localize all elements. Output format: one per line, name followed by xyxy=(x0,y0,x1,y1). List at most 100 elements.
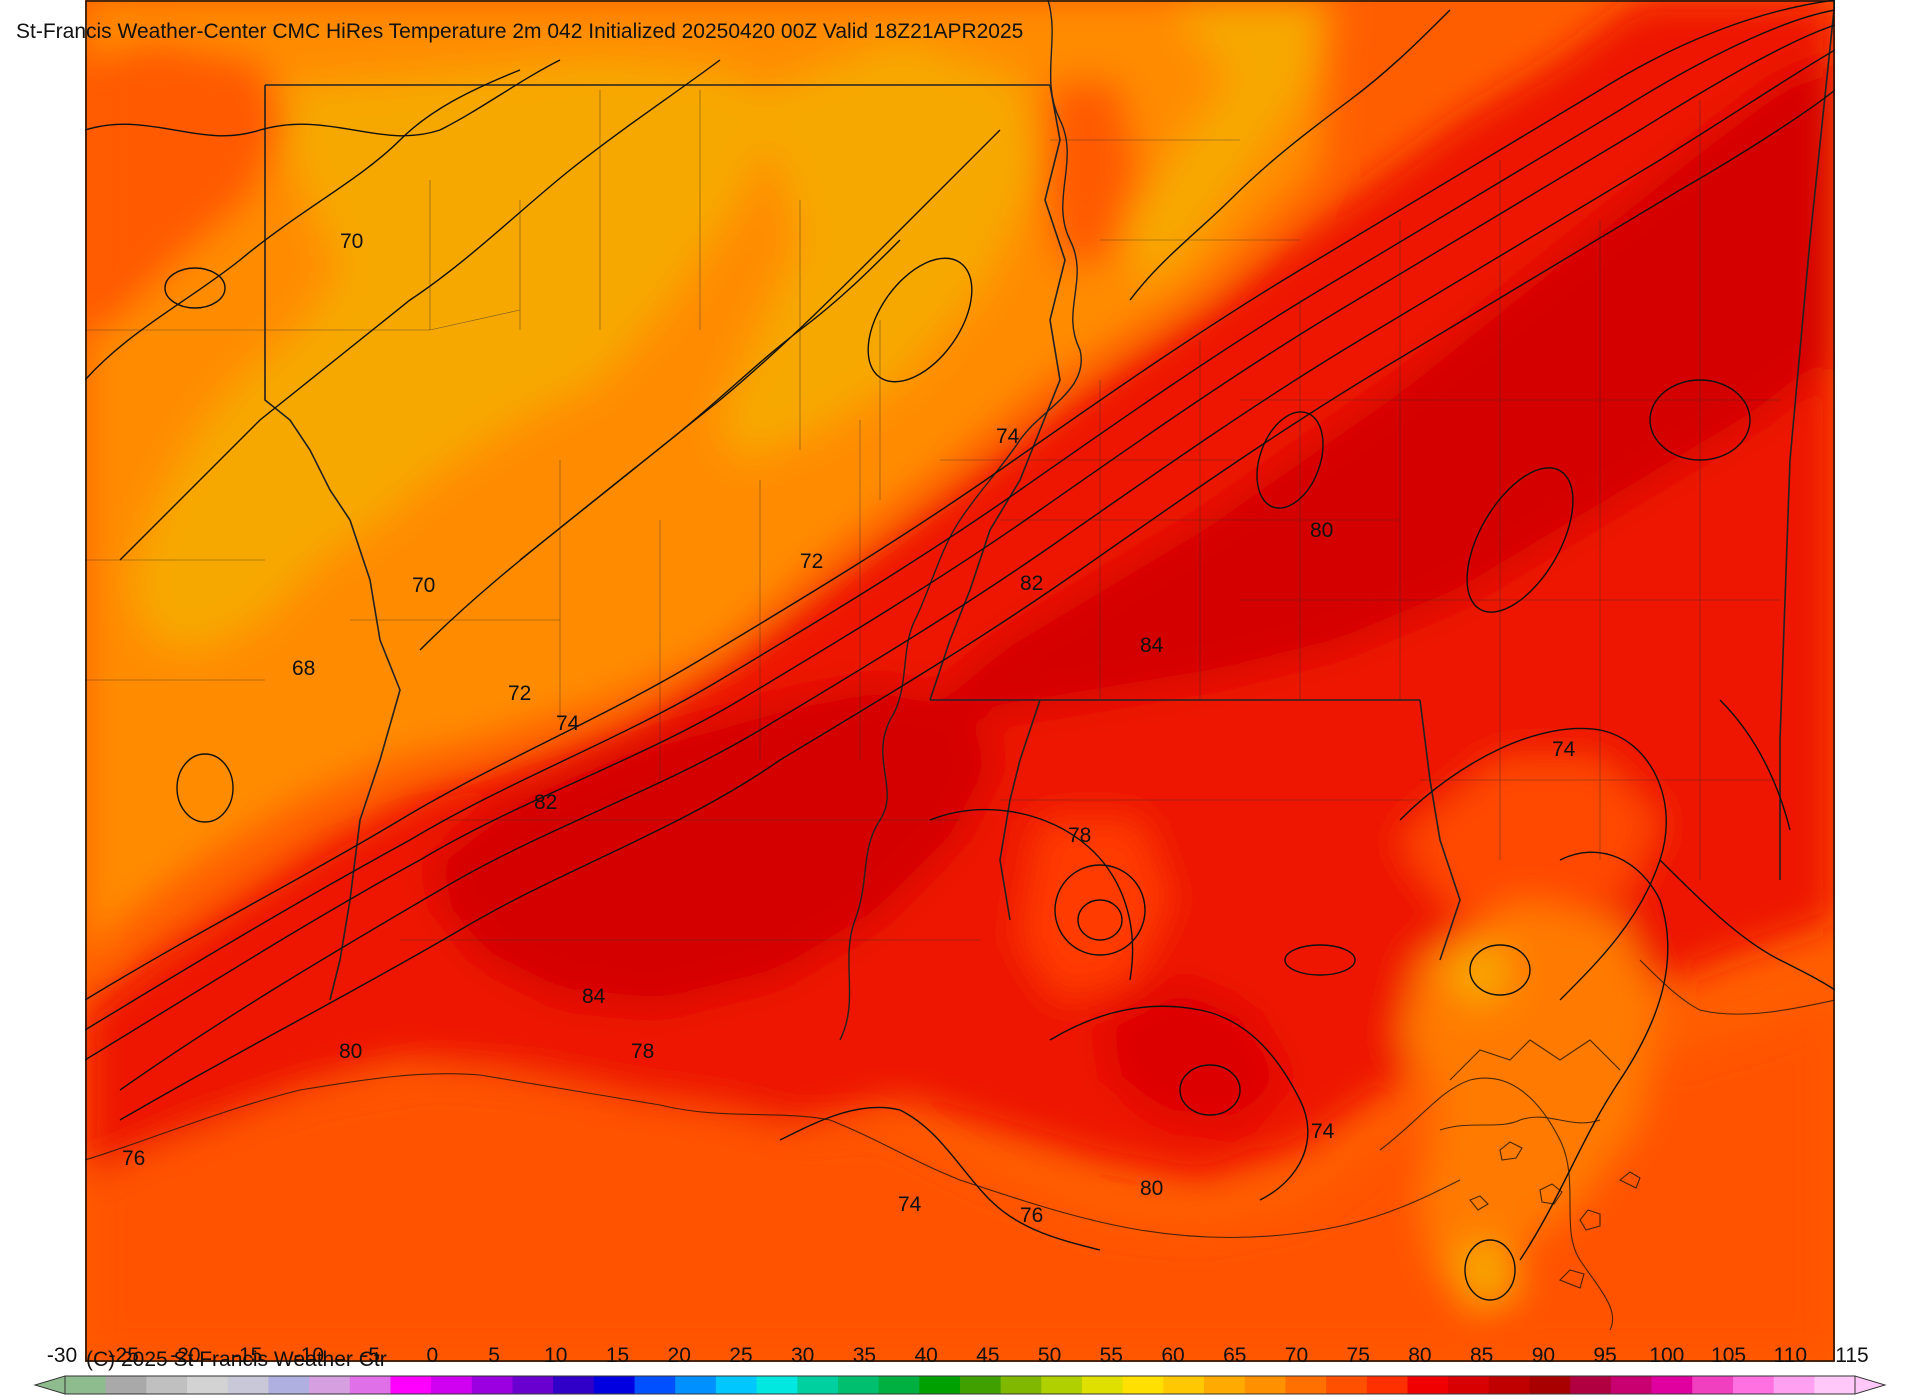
colorbar-cell xyxy=(1366,1376,1408,1394)
colorbar-tick-label: 30 xyxy=(791,1344,815,1367)
colorbar-tick-label: 45 xyxy=(976,1344,1000,1367)
colorbar-cell xyxy=(1732,1376,1775,1394)
contour-label: 82 xyxy=(1020,572,1043,595)
map-title: St-Francis Weather-Center CMC HiRes Temp… xyxy=(16,20,1024,43)
colorbar-cell xyxy=(512,1376,554,1394)
colorbar-cell xyxy=(1814,1376,1856,1394)
colorbar-cell xyxy=(1570,1376,1612,1394)
colorbar-cell xyxy=(1488,1376,1531,1394)
colorbar-tick-label: 105 xyxy=(1711,1344,1747,1367)
colorbar-tick-label: 100 xyxy=(1649,1344,1685,1367)
colorbar-cell xyxy=(1407,1376,1449,1394)
colorbar-cell xyxy=(837,1376,880,1394)
colorbar-cell xyxy=(1529,1376,1571,1394)
colorbar-tick-label: -20 xyxy=(170,1344,201,1367)
colorbar-tick-label: -30 xyxy=(46,1344,78,1367)
colorbar-tick-label: -5 xyxy=(361,1344,380,1367)
contour-label: 82 xyxy=(534,791,557,814)
temp-band-yellow xyxy=(130,60,780,650)
coastline xyxy=(85,959,1835,1331)
temperature-map[interactable]: 70 70 68 72 74 82 72 74 82 84 80 84 78 8… xyxy=(85,0,1835,1362)
colorbar-cell xyxy=(1773,1376,1815,1394)
colorbar-cell xyxy=(309,1376,351,1394)
contour-label: 74 xyxy=(556,712,580,735)
contour-label: 70 xyxy=(412,574,435,597)
colorbar-cell xyxy=(1204,1376,1246,1394)
colorbar-cell xyxy=(593,1376,636,1394)
state-borders xyxy=(264,0,1835,1001)
contour-label: 76 xyxy=(122,1147,145,1170)
colorbar-tick-label: 35 xyxy=(852,1344,877,1367)
isotherm-contours xyxy=(85,0,1835,1301)
contour-label: 78 xyxy=(631,1040,654,1063)
colorbar-cell xyxy=(1082,1376,1124,1394)
colorbar-cell xyxy=(227,1376,269,1394)
colorbar-cell xyxy=(65,1376,107,1394)
colorbar-tick-label: 20 xyxy=(667,1344,691,1367)
colorbar-cell xyxy=(1000,1376,1042,1394)
contour-label: 80 xyxy=(1140,1177,1163,1200)
colorbar-cell xyxy=(756,1376,798,1394)
colorbar-cell xyxy=(960,1376,1002,1394)
colorbar-cell xyxy=(431,1376,473,1394)
colorbar-cell xyxy=(349,1376,391,1394)
colorbar-cell xyxy=(390,1376,432,1394)
colorbar-cell xyxy=(146,1376,188,1394)
colorbar-tick-label: 50 xyxy=(1037,1344,1062,1367)
colorbar-cell xyxy=(1651,1376,1693,1394)
colorbar-max-arrow xyxy=(1854,1375,1887,1395)
colorbar-tick-label: 55 xyxy=(1099,1344,1123,1367)
colorbar-tick-label: 90 xyxy=(1531,1344,1556,1367)
contour-label: 74 xyxy=(1311,1120,1335,1143)
colorbar-cell xyxy=(105,1376,147,1394)
colorbar-tick-label: 60 xyxy=(1161,1344,1185,1367)
colorbar-tick-label: 25 xyxy=(729,1344,753,1367)
contour-label: 78 xyxy=(1068,824,1091,847)
colorbar-cell xyxy=(1610,1376,1653,1394)
contour-label: 84 xyxy=(1140,634,1164,657)
temp-core-ne xyxy=(940,60,1835,720)
colorbar-cell xyxy=(715,1376,758,1394)
gulf-water xyxy=(85,1000,1835,1362)
colorbar-tick-label: 75 xyxy=(1346,1344,1370,1367)
colorbar-cell xyxy=(1326,1376,1368,1394)
contour-label: 70 xyxy=(340,230,363,253)
colorbar-cell xyxy=(268,1376,310,1394)
colorbar-tick-label: -15 xyxy=(231,1344,263,1367)
contour-label: 80 xyxy=(1310,519,1333,542)
colorbar-tick-label: 115 xyxy=(1835,1344,1869,1367)
contour-label: 74 xyxy=(898,1193,922,1216)
colorbar-cell xyxy=(471,1376,513,1394)
contour-label: 74 xyxy=(996,425,1020,448)
contour-labels: 70 70 68 72 74 82 72 74 82 84 80 84 78 8… xyxy=(122,230,1576,1227)
colorbar-tick-label: 85 xyxy=(1469,1344,1494,1367)
contour-label: 84 xyxy=(582,985,606,1008)
colorbar-tick-label: 80 xyxy=(1408,1344,1432,1367)
colorbar-tick-label: 110 xyxy=(1773,1344,1808,1367)
map-frame xyxy=(85,0,1835,1362)
colorbar-tick-label: 40 xyxy=(914,1344,938,1367)
colorbar-cell xyxy=(1041,1376,1083,1394)
colorbar-cell xyxy=(1163,1376,1205,1394)
contour-label: 76 xyxy=(1020,1204,1043,1227)
colorbar-cell xyxy=(1692,1376,1734,1394)
contour-label: 80 xyxy=(339,1040,362,1063)
colorbar-tick-label: 70 xyxy=(1284,1344,1309,1367)
colorbar-min-arrow xyxy=(33,1375,66,1395)
colorbar-cell xyxy=(878,1376,920,1394)
colorbar-cell xyxy=(797,1376,839,1394)
contour-label: 72 xyxy=(800,550,823,573)
contour-label: 68 xyxy=(292,657,315,680)
colorbar-cell xyxy=(634,1376,676,1394)
colorbar-tick-label: 95 xyxy=(1593,1344,1617,1367)
colorbar-tick-label: -10 xyxy=(293,1344,325,1367)
contour-label: 72 xyxy=(508,682,531,705)
colorbar-cell xyxy=(553,1376,595,1394)
colorbar-tick-label: 10 xyxy=(544,1344,568,1367)
temperature-fill-layers xyxy=(85,0,1835,1362)
colorbar-tick-label: 65 xyxy=(1223,1344,1247,1367)
colorbar-cell xyxy=(187,1376,229,1394)
colorbar-tick-label: 0 xyxy=(426,1344,439,1367)
colorbar-cell xyxy=(1448,1376,1490,1394)
county-lines xyxy=(85,90,1780,941)
